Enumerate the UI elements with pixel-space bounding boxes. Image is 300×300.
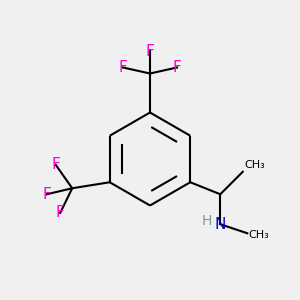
Text: CH₃: CH₃ <box>249 230 269 240</box>
Text: H: H <box>202 214 212 228</box>
Text: N: N <box>214 217 226 232</box>
Text: F: F <box>172 60 182 75</box>
Text: F: F <box>51 157 60 172</box>
Text: F: F <box>42 187 51 202</box>
Text: F: F <box>118 60 127 75</box>
Text: F: F <box>146 44 154 59</box>
Text: CH₃: CH₃ <box>244 160 265 170</box>
Text: F: F <box>56 206 64 220</box>
